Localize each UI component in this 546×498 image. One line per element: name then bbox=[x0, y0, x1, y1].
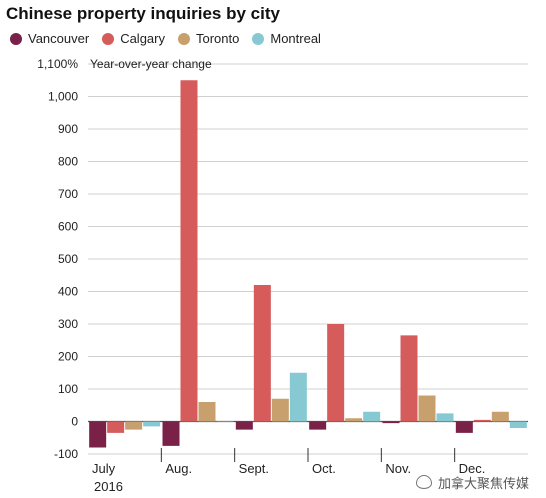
bar-toronto bbox=[418, 395, 436, 422]
legend-swatch bbox=[10, 32, 22, 45]
bar-vancouver bbox=[382, 421, 400, 424]
bar-vancouver bbox=[162, 421, 180, 446]
bar-toronto bbox=[345, 418, 363, 422]
legend-item-vancouver: Vancouver bbox=[10, 31, 89, 46]
bar-calgary bbox=[180, 80, 198, 422]
bar-montreal bbox=[143, 421, 161, 427]
y-tick-label: 800 bbox=[58, 155, 78, 169]
y-tick-label: 700 bbox=[58, 187, 78, 201]
legend-label: Montreal bbox=[270, 31, 321, 46]
y-tick-label: 200 bbox=[58, 350, 78, 364]
x-tick-label: Aug. bbox=[165, 461, 192, 476]
y-tick-label: 100 bbox=[58, 382, 78, 396]
y-tick-label: 1,000 bbox=[48, 90, 78, 104]
x-tick-label: Oct. bbox=[312, 461, 336, 476]
watermark-text: 加拿大聚焦传媒 bbox=[438, 475, 530, 491]
legend-swatch bbox=[177, 32, 190, 45]
watermark: 加拿大聚焦传媒 bbox=[416, 470, 542, 494]
legend-label: Vancouver bbox=[28, 31, 90, 46]
x-tick-label: July bbox=[92, 461, 116, 476]
bar-montreal bbox=[363, 411, 381, 422]
x-tick-label: Sept. bbox=[239, 461, 269, 476]
y-tick-label: 400 bbox=[58, 285, 78, 299]
bar-toronto bbox=[198, 402, 216, 422]
bar-vancouver bbox=[455, 421, 473, 433]
y-tick-label: 600 bbox=[58, 220, 78, 234]
chart-title: Chinese property inquiries by city bbox=[6, 4, 280, 23]
bar-montreal bbox=[289, 372, 307, 422]
y-tick-label: -100 bbox=[54, 447, 78, 461]
bar-montreal bbox=[436, 413, 454, 422]
legend-label: Toronto bbox=[195, 31, 240, 46]
legend-swatch bbox=[252, 32, 265, 45]
y-tick-label: 0 bbox=[71, 415, 78, 429]
y-tick-label: 900 bbox=[58, 122, 78, 136]
bar-montreal bbox=[216, 421, 234, 422]
bar-vancouver bbox=[89, 421, 107, 448]
wechat-icon bbox=[416, 475, 432, 489]
bar-vancouver bbox=[235, 421, 253, 430]
y-axis-unit-label: Year-over-year change bbox=[90, 57, 212, 71]
y-tick-label: 500 bbox=[58, 252, 78, 266]
legend-swatch bbox=[102, 32, 115, 45]
bar-toronto bbox=[491, 411, 509, 422]
legend-item-montreal: Montreal bbox=[252, 31, 321, 46]
x-tick-label: Dec. bbox=[459, 461, 486, 476]
legend-item-toronto: Toronto bbox=[177, 31, 240, 46]
bar-calgary bbox=[107, 421, 125, 433]
bar-vancouver bbox=[309, 421, 327, 430]
legend-item-calgary: Calgary bbox=[102, 31, 165, 46]
legend-label: Calgary bbox=[120, 31, 165, 46]
bar-toronto bbox=[271, 398, 289, 422]
x-tick-sublabel: 2016 bbox=[94, 479, 123, 494]
x-tick-label: Nov. bbox=[385, 461, 411, 476]
bar-calgary bbox=[400, 335, 418, 422]
y-tick-label: 300 bbox=[58, 317, 78, 331]
y-tick-label: 1,100% bbox=[37, 57, 78, 71]
bar-calgary bbox=[473, 419, 491, 422]
legend: Vancouver Calgary Toronto Montreal bbox=[10, 31, 334, 46]
bar-calgary bbox=[253, 285, 271, 422]
bar-toronto bbox=[125, 421, 143, 430]
bar-montreal bbox=[509, 421, 527, 428]
bar-calgary bbox=[327, 324, 345, 422]
